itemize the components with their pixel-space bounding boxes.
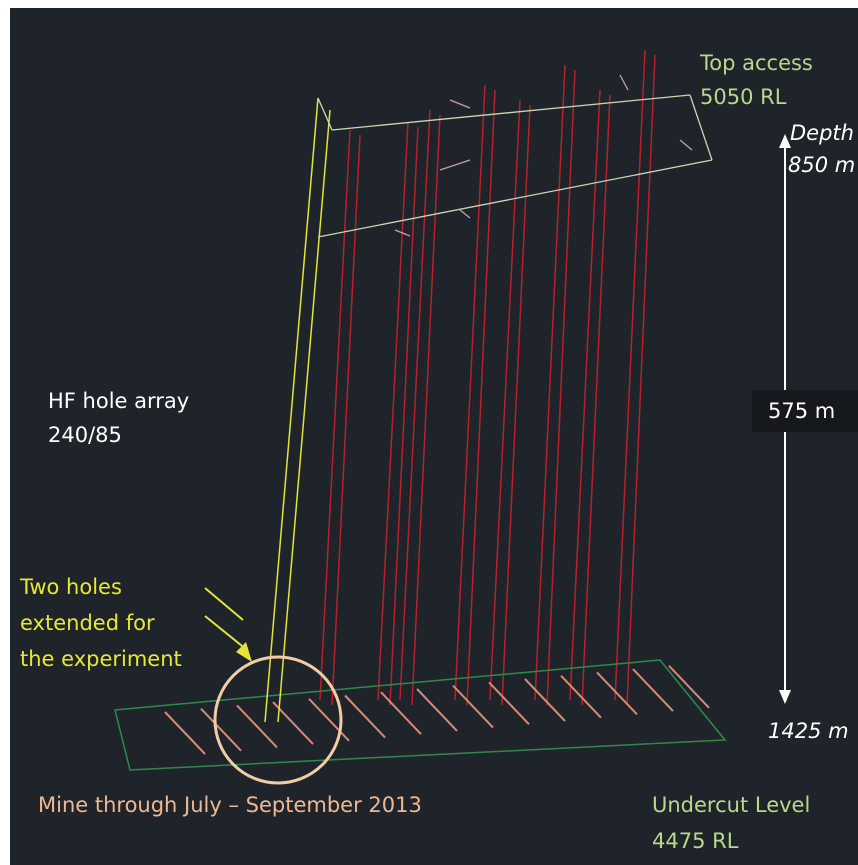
hole	[489, 99, 521, 701]
hole	[411, 114, 441, 706]
hole	[454, 84, 486, 701]
holes-label: the experiment	[20, 647, 182, 671]
arrow	[204, 615, 248, 651]
undercut-rl-label: 4475 RL	[652, 829, 739, 853]
top-frame	[689, 94, 713, 161]
hole	[581, 94, 611, 706]
drive	[524, 678, 566, 722]
mine-through-label: Mine through July – September 2013	[38, 793, 422, 817]
tick	[439, 159, 471, 171]
drive	[452, 684, 494, 729]
hole	[377, 121, 409, 701]
drive	[596, 671, 638, 716]
arrowhead	[779, 134, 791, 148]
interval-label: 575 m	[768, 399, 835, 423]
hole	[319, 129, 351, 701]
drive	[236, 704, 278, 749]
tick	[394, 229, 411, 237]
hole	[389, 126, 419, 706]
drive	[416, 688, 458, 732]
geometry	[164, 49, 710, 755]
arrow	[204, 587, 244, 621]
holes-label: extended for	[20, 611, 155, 635]
undercut-label: Undercut Level	[652, 793, 810, 817]
top-rl-label: 5050 RL	[700, 85, 787, 109]
background	[10, 8, 858, 865]
hole	[546, 69, 576, 706]
hole	[614, 49, 646, 701]
top-access-label: Top access	[699, 51, 813, 75]
array-label: HF hole array	[48, 389, 189, 413]
drive	[560, 675, 602, 719]
extended-hole	[277, 109, 331, 723]
drive	[668, 665, 710, 709]
tick	[679, 139, 693, 151]
undercut-plane	[114, 659, 727, 771]
top-frame	[331, 94, 691, 131]
tick	[619, 74, 629, 91]
tick	[449, 99, 471, 109]
drive	[380, 691, 422, 735]
mine-through-circle	[213, 655, 343, 785]
drive	[488, 681, 530, 725]
drive	[164, 711, 206, 755]
hole	[569, 89, 601, 701]
hole	[466, 89, 496, 706]
depth-bottom-label: 1425 m	[768, 719, 849, 743]
drive	[344, 694, 386, 739]
hole	[534, 64, 566, 701]
hole	[399, 109, 431, 701]
label-box	[752, 390, 858, 432]
hole	[626, 54, 656, 706]
array-orient-label: 240/85	[48, 423, 122, 447]
drive	[200, 708, 242, 752]
depth-top-label: 850 m	[788, 153, 855, 177]
holes-label: Two holes	[19, 575, 122, 599]
drive	[308, 698, 350, 742]
hole	[501, 104, 531, 706]
tick	[459, 209, 471, 219]
top-frame	[317, 97, 333, 131]
top-frame	[317, 159, 713, 238]
arrowhead	[779, 690, 791, 704]
drive	[632, 668, 674, 712]
depth-label: Depth	[790, 121, 854, 145]
arrowhead	[236, 642, 252, 662]
extended-hole	[264, 97, 319, 723]
